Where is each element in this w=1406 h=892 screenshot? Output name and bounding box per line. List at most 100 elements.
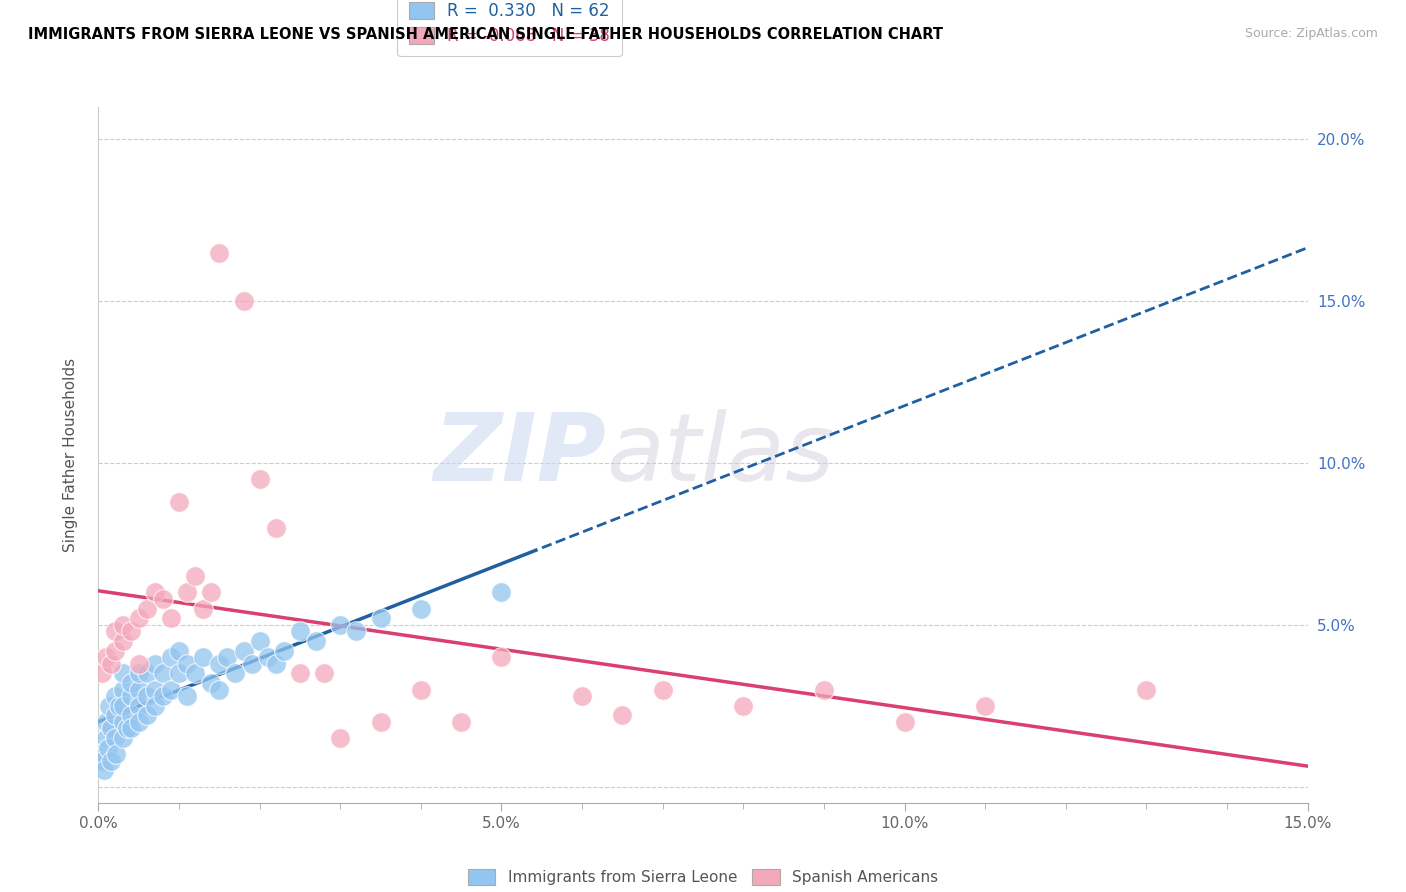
Point (107, 698, 129, 713)
Point (91, 666, 114, 681)
Point (409, 601, 432, 615)
Point (370, 611, 392, 625)
Point (167, 666, 190, 681)
Point (208, 245, 231, 260)
Point (733, 698, 755, 713)
Point (1135, 682, 1157, 697)
Point (128, 698, 150, 713)
Point (128, 657, 150, 671)
Point (143, 682, 166, 697)
Point (256, 650, 278, 665)
Point (128, 682, 150, 697)
Point (200, 585, 222, 599)
Point (612, 708, 634, 723)
Point (240, 657, 263, 671)
Point (111, 634, 134, 648)
Point (893, 714, 915, 729)
Point (96, 650, 118, 665)
Point (115, 722, 138, 736)
Point (103, 643, 125, 657)
Point (111, 617, 134, 632)
Point (160, 611, 183, 625)
Point (128, 714, 150, 729)
Point (160, 650, 183, 665)
Point (91, 754, 114, 768)
Text: atlas: atlas (606, 409, 835, 500)
Point (103, 624, 125, 639)
Point (288, 666, 311, 681)
Point (176, 585, 198, 599)
Point (409, 682, 432, 697)
Point (217, 650, 239, 665)
Point (120, 722, 142, 736)
Point (208, 682, 231, 697)
Point (249, 472, 271, 486)
Point (974, 698, 997, 713)
Text: Source: ZipAtlas.com: Source: ZipAtlas.com (1244, 27, 1378, 40)
Point (176, 657, 198, 671)
Point (103, 708, 125, 723)
Point (111, 731, 134, 745)
Point (208, 657, 231, 671)
Point (96, 731, 118, 745)
Point (193, 601, 215, 615)
Point (111, 714, 134, 729)
Point (184, 666, 207, 681)
Point (120, 689, 142, 703)
Point (103, 731, 125, 745)
Point (135, 666, 157, 681)
Point (97, 698, 120, 713)
Point (120, 708, 142, 723)
Point (176, 689, 198, 703)
Point (232, 294, 254, 309)
Point (224, 666, 246, 681)
Point (571, 689, 593, 703)
Point (167, 643, 190, 657)
Point (249, 634, 271, 648)
Point (120, 676, 142, 690)
Point (370, 714, 392, 729)
Point (100, 657, 122, 671)
Point (100, 722, 122, 736)
Point (97, 740, 120, 755)
Point (90, 747, 112, 762)
Point (111, 682, 134, 697)
Point (200, 676, 222, 690)
Point (329, 617, 352, 632)
Point (100, 754, 122, 768)
Point (111, 698, 134, 713)
Point (193, 650, 215, 665)
Point (288, 624, 311, 639)
Point (135, 601, 157, 615)
Point (491, 585, 513, 599)
Point (273, 643, 295, 657)
Point (143, 657, 166, 671)
Text: ZIP: ZIP (433, 409, 606, 501)
Point (143, 585, 166, 599)
Point (111, 666, 134, 681)
Point (264, 657, 287, 671)
Y-axis label: Single Father Households: Single Father Households (63, 358, 77, 552)
Point (344, 624, 367, 639)
Point (143, 698, 166, 713)
Point (232, 643, 254, 657)
Point (128, 611, 150, 625)
Point (135, 708, 157, 723)
Point (105, 747, 128, 762)
Point (167, 495, 190, 509)
Point (93, 764, 115, 778)
Point (103, 689, 125, 703)
Point (135, 689, 157, 703)
Legend: Immigrants from Sierra Leone, Spanish Americans: Immigrants from Sierra Leone, Spanish Am… (460, 862, 946, 892)
Point (329, 731, 352, 745)
Point (314, 666, 336, 681)
Point (120, 624, 142, 639)
Point (128, 666, 150, 681)
Point (813, 682, 835, 697)
Point (491, 650, 513, 665)
Point (264, 521, 287, 535)
Point (651, 682, 673, 697)
Point (96, 714, 118, 729)
Point (152, 689, 174, 703)
Point (152, 666, 174, 681)
